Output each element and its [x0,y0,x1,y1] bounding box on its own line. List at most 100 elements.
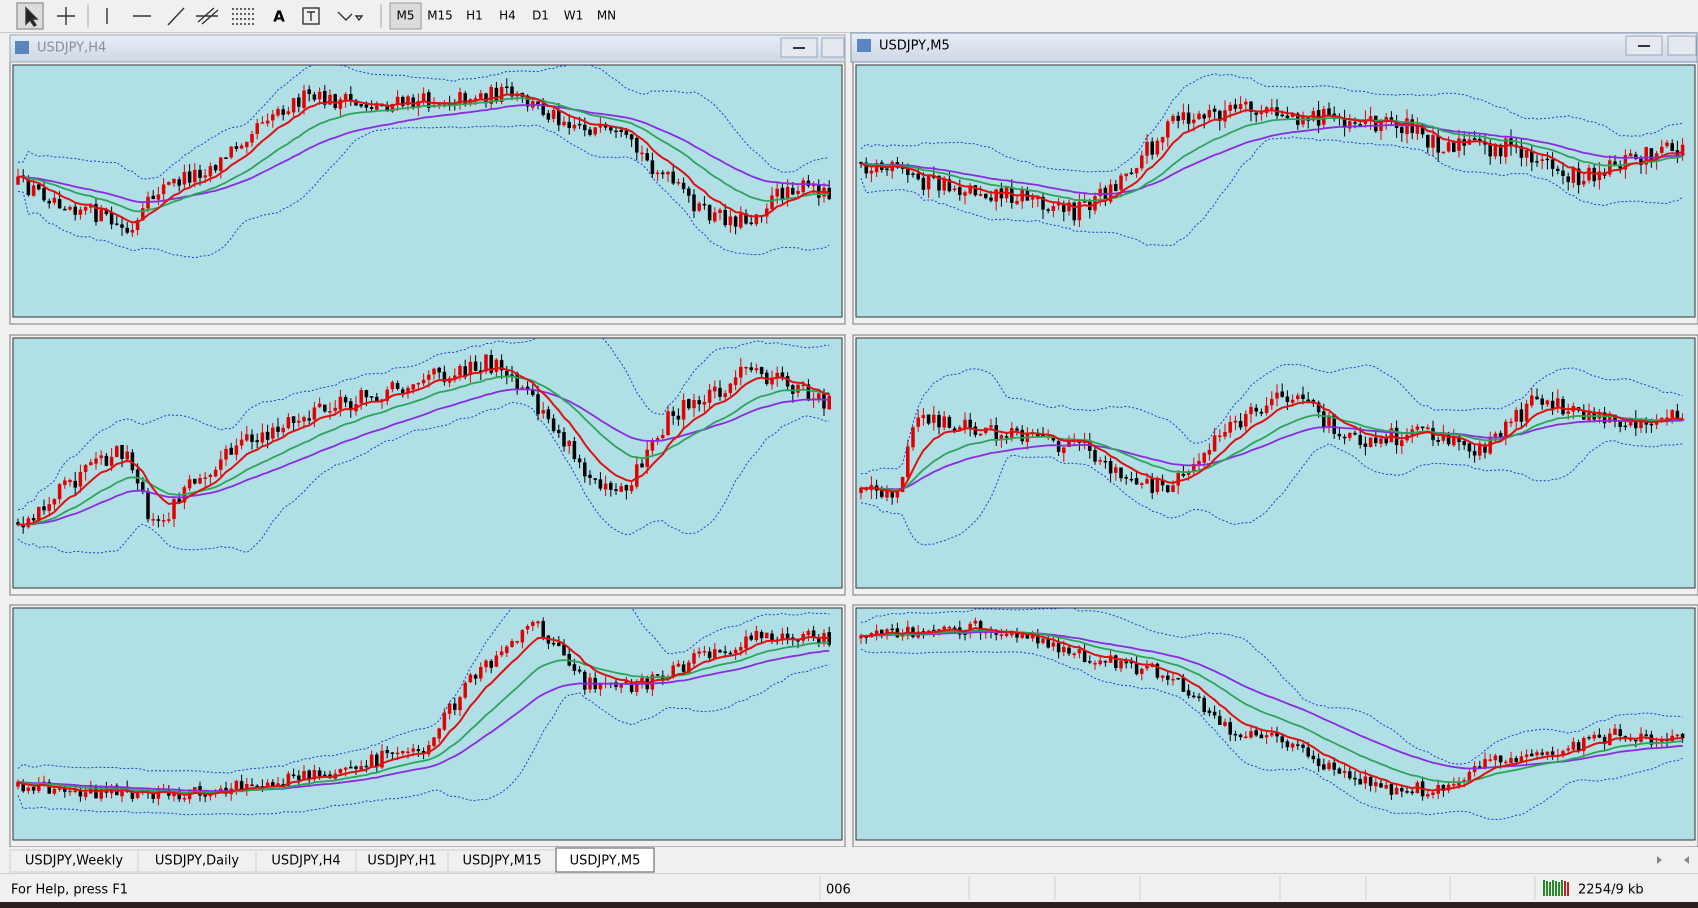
tab-label[interactable]: USDJPY,M5 [570,854,641,869]
candle-body [442,712,447,730]
candle-body [57,198,62,209]
candle-body [942,178,946,191]
timeframe-button[interactable]: M15 [427,9,453,23]
candle-body [1504,421,1508,439]
candle-body [349,766,353,769]
candle-body [770,633,774,640]
candle-body [333,407,337,411]
candle-body [1218,715,1222,725]
title-bar [850,32,1698,63]
timeframe-button[interactable]: H1 [466,9,483,23]
candle-body [1036,197,1040,200]
channel-icon[interactable] [196,7,219,25]
candle-body [1280,391,1284,397]
window-icon [15,41,29,54]
candle-body [265,120,270,124]
ma-fast [17,636,830,796]
candle-body [942,626,946,630]
candle-body [791,187,795,195]
candle-body [635,464,639,487]
candle-body [271,114,275,121]
band-upper [860,73,1683,173]
candle-body [94,203,98,222]
window-title: USDJPY,H4 [37,41,106,56]
maximize-button[interactable] [1667,35,1697,56]
tab-label[interactable]: USDJPY,Daily [155,854,239,869]
candle-body [411,384,415,390]
candle-body [1571,168,1576,183]
candle-body [1322,764,1326,770]
candle-body [1249,731,1253,738]
candle-body [505,646,509,653]
candle-body [994,189,998,202]
crosshair-icon[interactable] [57,7,75,25]
label-icon[interactable] [302,7,320,25]
candle-body [1446,142,1451,152]
traffic-bar [1552,880,1554,896]
candle-body [989,197,993,201]
candle-body [291,774,296,777]
candle-body [1030,197,1035,200]
candle-body [297,775,301,781]
candle-body [588,129,592,135]
cursor-icon [25,6,39,27]
candle-body [1285,115,1290,119]
text-tool[interactable]: A [273,8,285,26]
candle-body [557,430,561,434]
chart-window [852,61,1698,325]
candle-body [484,660,488,668]
maximize-button[interactable] [821,37,845,58]
candle-body [1192,695,1196,698]
candle-body [255,123,259,134]
candle-body [250,784,254,787]
candle-body [1249,101,1253,112]
trendline-icon[interactable] [167,7,185,26]
timeframe-button[interactable]: M5 [397,9,415,23]
candle-body [707,651,712,659]
candle-body [557,642,561,646]
candle-body [1051,642,1056,647]
candle-body [260,122,265,124]
candle-body [1041,638,1045,643]
candle-body [1384,438,1388,444]
candle-body [1296,395,1300,400]
tab-label[interactable]: USDJPY,H1 [367,854,436,869]
timeframe-button[interactable]: W1 [564,9,584,23]
candle-body [1238,104,1243,110]
candle-body [1280,114,1284,117]
shapes-icon[interactable] [337,11,364,22]
candle-body [1072,653,1076,656]
candle-body [973,426,978,435]
status-profile: 006 [826,883,851,898]
candle-body [317,403,322,408]
window-icon [857,39,871,52]
candle-body [83,465,88,472]
timeframe-button[interactable]: D1 [532,9,549,23]
candle-body [1509,757,1513,763]
candle-body [57,484,62,500]
candle-body [1197,460,1201,465]
candle-body [307,770,311,779]
tab-label[interactable]: USDJPY,M15 [463,854,542,869]
plot-content [16,338,831,554]
timeframe-button[interactable]: MN [597,9,616,23]
candle-body [1140,483,1144,485]
tab-label[interactable]: USDJPY,H4 [271,854,340,869]
candle-body [1524,403,1529,422]
candle-body [135,220,140,231]
taskbar-edge [0,902,1698,908]
candle-body [937,629,941,631]
plot-content [859,608,1685,821]
candle-body [187,171,192,183]
candle-body [635,138,639,153]
candle-body [1389,784,1394,795]
candle-body [697,400,701,405]
candle-body [1186,690,1191,696]
candle-body [505,86,509,88]
tab-active[interactable] [555,847,655,873]
candle-body [177,179,181,186]
candle-body [1348,432,1352,438]
candle-body [286,417,291,429]
tab-label[interactable]: USDJPY,Weekly [25,854,123,869]
timeframe-button[interactable]: H4 [499,9,516,23]
